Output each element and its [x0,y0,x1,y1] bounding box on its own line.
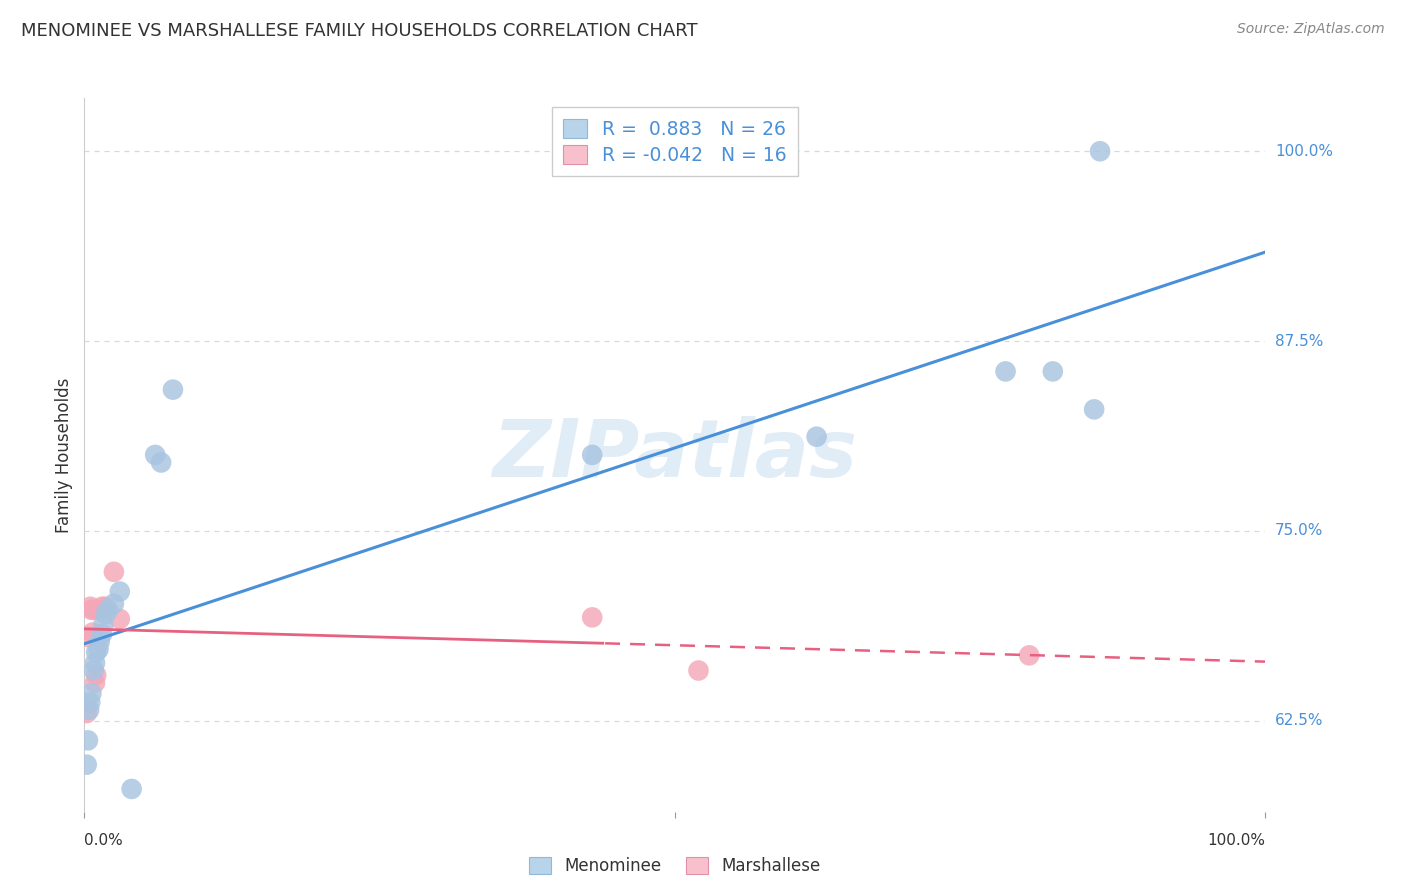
Point [76,757,98,772]
Text: 0.0%: 0.0% [84,833,124,848]
Point [103,597,125,611]
Point [89,603,111,617]
Point [76,706,98,720]
Point [77,703,100,717]
Point [162,383,184,397]
Point [94,599,117,614]
Text: 100.0%: 100.0% [1208,833,1265,848]
Point [84,668,107,682]
Point [1083,402,1105,417]
Point [89,634,111,648]
Point [103,565,125,579]
Text: 87.5%: 87.5% [1275,334,1323,349]
Text: ZIPatlas: ZIPatlas [492,416,858,494]
Point [581,448,603,462]
Point [143,448,166,462]
Point [108,584,131,599]
Point [87,642,110,657]
Point [91,627,114,641]
Point [108,612,131,626]
Point [79,599,101,614]
Point [806,430,828,444]
Point [83,603,105,617]
Y-axis label: Family Households: Family Households [55,377,73,533]
Point [82,625,104,640]
Point [80,603,103,617]
Point [150,456,173,470]
Point [84,656,107,670]
Text: 100.0%: 100.0% [1275,144,1333,159]
Point [83,664,105,678]
Point [91,618,114,632]
Point [97,603,120,617]
Point [80,686,103,700]
Point [1018,648,1040,663]
Text: MENOMINEE VS MARSHALLESE FAMILY HOUSEHOLDS CORRELATION CHART: MENOMINEE VS MARSHALLESE FAMILY HOUSEHOL… [21,22,697,40]
Text: Source: ZipAtlas.com: Source: ZipAtlas.com [1237,22,1385,37]
Point [994,364,1017,378]
Text: 62.5%: 62.5% [1275,713,1323,728]
Point [77,630,100,644]
Point [94,607,117,622]
Text: 75.0%: 75.0% [1275,524,1323,539]
Point [121,781,143,796]
Legend: Menominee, Marshallese: Menominee, Marshallese [523,850,827,882]
Point [84,645,107,659]
Point [688,664,710,678]
Point [77,733,100,747]
Point [1042,364,1064,378]
Point [79,695,101,709]
Point [1088,145,1111,159]
Point [581,610,603,624]
Point [91,599,114,614]
Point [84,675,107,690]
